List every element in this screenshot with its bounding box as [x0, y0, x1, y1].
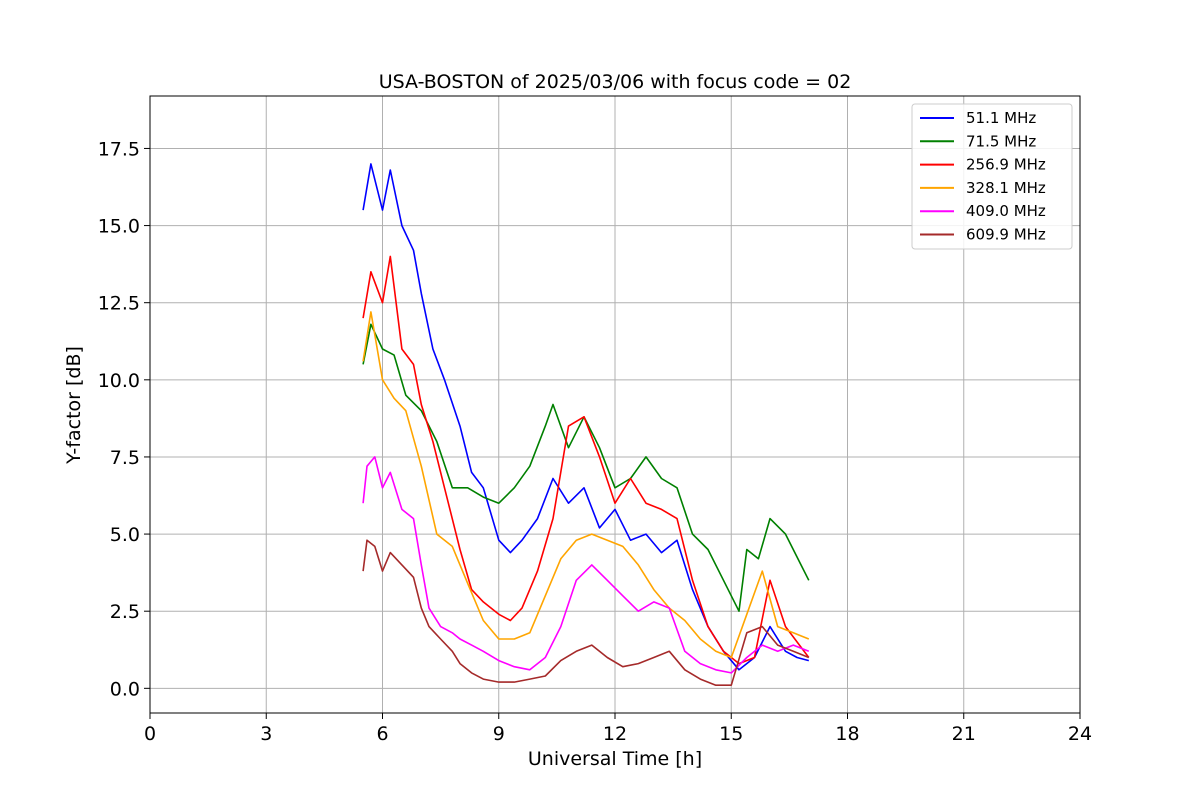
- x-tick-label: 24: [1068, 723, 1092, 745]
- series-line-4: [362, 456, 810, 674]
- y-tick-label: 17.5: [98, 138, 140, 160]
- y-tick-label: 10.0: [98, 370, 140, 392]
- legend-label: 409.0 MHz: [966, 202, 1046, 220]
- series-line-3: [362, 311, 810, 659]
- x-tick-label: 15: [719, 723, 743, 745]
- y-axis-label: Y-factor [dB]: [63, 346, 85, 465]
- legend-label: 609.9 MHz: [966, 226, 1046, 244]
- legend-label: 51.1 MHz: [966, 109, 1036, 127]
- x-tick-label: 18: [835, 723, 859, 745]
- series-line-0: [362, 163, 810, 671]
- x-axis: 0 3 6 9 12 15 18 21 24: [144, 713, 1092, 745]
- series-line-5: [362, 539, 810, 686]
- series-layer: [362, 163, 810, 686]
- legend-label: 71.5 MHz: [966, 132, 1036, 150]
- x-tick-label: 3: [260, 723, 272, 745]
- x-axis-label: Universal Time [h]: [528, 748, 702, 770]
- legend: 51.1 MHz 71.5 MHz 256.9 MHz 328.1 MHz 40…: [911, 103, 1073, 250]
- y-axis: 0.0 2.5 5.0 7.5 10.0 12.5 15.0 17.5: [98, 138, 150, 700]
- y-tick-label: 15.0: [98, 216, 140, 238]
- x-tick-label: 0: [144, 723, 156, 745]
- legend-label: 328.1 MHz: [966, 179, 1046, 197]
- x-tick-label: 21: [952, 723, 976, 745]
- y-tick-label: 0.0: [110, 678, 140, 700]
- x-tick-label: 6: [376, 723, 388, 745]
- x-tick-label: 12: [603, 723, 627, 745]
- y-tick-label: 7.5: [110, 447, 140, 469]
- chart-title: USA-BOSTON of 2025/03/06 with focus code…: [379, 71, 852, 93]
- x-tick-label: 9: [493, 723, 505, 745]
- legend-label: 256.9 MHz: [966, 156, 1046, 174]
- legend-box: [911, 103, 1073, 250]
- y-tick-label: 12.5: [98, 293, 140, 315]
- y-tick-label: 2.5: [110, 601, 140, 623]
- y-tick-label: 5.0: [110, 524, 140, 546]
